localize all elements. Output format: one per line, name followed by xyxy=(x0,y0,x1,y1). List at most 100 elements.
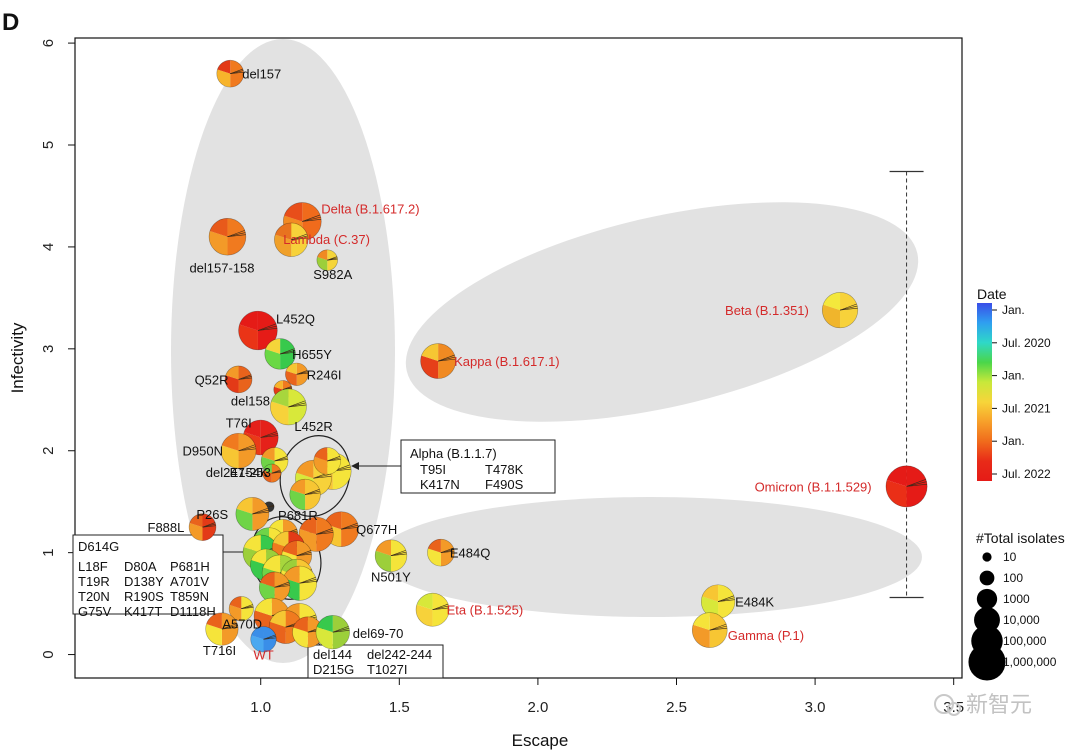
y-tick-label-4: 4 xyxy=(40,243,57,251)
point-del157-158-slice-0 xyxy=(227,218,246,256)
cluster-ellipses xyxy=(171,39,922,663)
point-p11 xyxy=(258,571,291,603)
point-kappa-wedge-1 xyxy=(438,356,456,362)
point-alpha2-slice-2 xyxy=(296,460,314,479)
point-L452Q-outline xyxy=(238,310,278,351)
point-p11-wedge-1 xyxy=(274,583,290,588)
point-R246I xyxy=(285,362,309,386)
point-L452R-wedge-1 xyxy=(288,402,307,408)
point-R246I-slice-0 xyxy=(296,363,309,386)
point-F888L-slice-1 xyxy=(189,523,203,541)
point-P26S-slice-1 xyxy=(235,508,253,531)
point-p1-outline xyxy=(298,516,334,552)
legend-date-label-3: Jul. 2021 xyxy=(1002,401,1051,415)
point-WT-slice-1 xyxy=(250,635,264,653)
point-alpha3-slice-2 xyxy=(314,447,328,461)
point-beta-outline xyxy=(821,292,859,329)
point-kappa-slice-2 xyxy=(421,343,439,362)
point-T76I-slice-2 xyxy=(244,419,261,438)
point-del69-70-slice-1 xyxy=(315,626,333,649)
point-F888L-outline xyxy=(188,513,217,541)
point-del157-outline xyxy=(216,59,244,88)
point-p11-wedge-0 xyxy=(274,581,290,588)
point-Q52R xyxy=(224,365,253,394)
point-N501Y-slice-2 xyxy=(375,539,391,556)
del144-line-0-b: del242-244 xyxy=(367,647,432,662)
point-del157-slice-2 xyxy=(217,60,231,74)
point-alpha2-wedge-1 xyxy=(313,473,332,479)
point-del157-158-wedge-2 xyxy=(227,234,246,238)
point-P26S-slice-2 xyxy=(236,497,253,514)
point-R246I-slice-2 xyxy=(286,363,297,375)
point-E484Q-wedge-2 xyxy=(440,550,455,553)
point-q3-slice-2 xyxy=(269,610,286,628)
point-P26S-slice-0 xyxy=(252,497,269,531)
label-L452Q: L452Q xyxy=(276,311,315,326)
y-tick-label-0: 0 xyxy=(40,650,57,658)
point-alpha4-slice-0 xyxy=(305,479,321,510)
point-L452Q-wedge-0 xyxy=(257,323,277,331)
alpha-line-1-b: F490S xyxy=(485,477,524,492)
point-S982A-outline xyxy=(316,249,338,271)
point-R246I-wedge-2 xyxy=(296,372,309,375)
label-lambda: Lambda (C.37) xyxy=(283,232,370,247)
point-del69-70 xyxy=(315,615,350,650)
legend-size-dot-5 xyxy=(968,643,1006,681)
point-E484K-wedge-1 xyxy=(718,597,735,602)
label-omicron: Omicron (B.1.1.529) xyxy=(755,479,872,494)
point-lambda-slice-2 xyxy=(275,222,292,240)
point-WT xyxy=(250,626,277,653)
point-D950N-slice-0 xyxy=(238,433,257,469)
point-p6-slice-2 xyxy=(282,540,297,556)
label-F888L: F888L xyxy=(148,520,185,535)
d614g-line-2-2: T859N xyxy=(170,589,209,604)
point-lambda-wedge-1 xyxy=(291,235,308,241)
label-beta: Beta (B.1.351) xyxy=(725,303,809,318)
point-eta-outline xyxy=(415,592,450,627)
point-P26S-wedge-2 xyxy=(252,511,269,515)
label-del158: del158 xyxy=(231,394,270,409)
legend-size-dot-2 xyxy=(976,588,998,610)
point-D950N-wedge-2 xyxy=(238,448,256,452)
label-T76I: T76I xyxy=(226,415,252,430)
point-omicron-slice-0 xyxy=(906,465,928,508)
legend-size-label-3: 10,000 xyxy=(1003,613,1040,627)
alpha-line-0-b: T478K xyxy=(485,462,524,477)
label-P26S: P26S xyxy=(196,507,228,522)
point-eta-slice-2 xyxy=(416,593,433,610)
omicron-error-bar xyxy=(889,170,924,599)
point-F888L-wedge-2 xyxy=(202,525,216,528)
point-alpha4 xyxy=(289,478,321,511)
label-P681R: P681R xyxy=(278,508,318,523)
legend-color-bar xyxy=(977,303,992,481)
point-L452R-wedge-2 xyxy=(288,404,307,408)
legend-size-label-5: 1,000,000 xyxy=(1003,655,1057,669)
point-E484Q xyxy=(427,538,455,567)
legend-size-label-2: 1000 xyxy=(1003,592,1030,606)
alpha-title: Alpha (B.1.1.7) xyxy=(410,446,497,461)
point-D950N-wedge-1 xyxy=(238,446,256,452)
label-L452R: L452R xyxy=(294,419,332,434)
point-T716I-outline xyxy=(205,612,239,646)
point-alpha4-slice-1 xyxy=(289,489,306,510)
point-kappa-slice-1 xyxy=(420,355,439,379)
label-del157: del157 xyxy=(242,67,281,82)
point-E484Q-outline xyxy=(427,538,455,567)
point-alpha4-wedge-0 xyxy=(304,489,320,495)
point-del69-70-wedge-2 xyxy=(332,629,350,633)
point-delta-slice-0 xyxy=(302,202,322,241)
legend-size-dot-0 xyxy=(982,552,992,562)
point-P26S-wedge-1 xyxy=(252,509,269,515)
cluster-ellipse-beta xyxy=(405,202,919,422)
y-tick-label-3: 3 xyxy=(40,345,57,353)
point-gamma-slice-1 xyxy=(692,624,710,648)
point-H655Y-wedge-2 xyxy=(280,351,296,355)
point-A570D-slice-0 xyxy=(241,596,254,621)
point-delta-wedge-0 xyxy=(302,214,321,222)
point-T76I-wedge-2 xyxy=(260,435,279,438)
point-L452Q-wedge-2 xyxy=(257,328,278,331)
point-lambda-outline xyxy=(274,222,309,257)
